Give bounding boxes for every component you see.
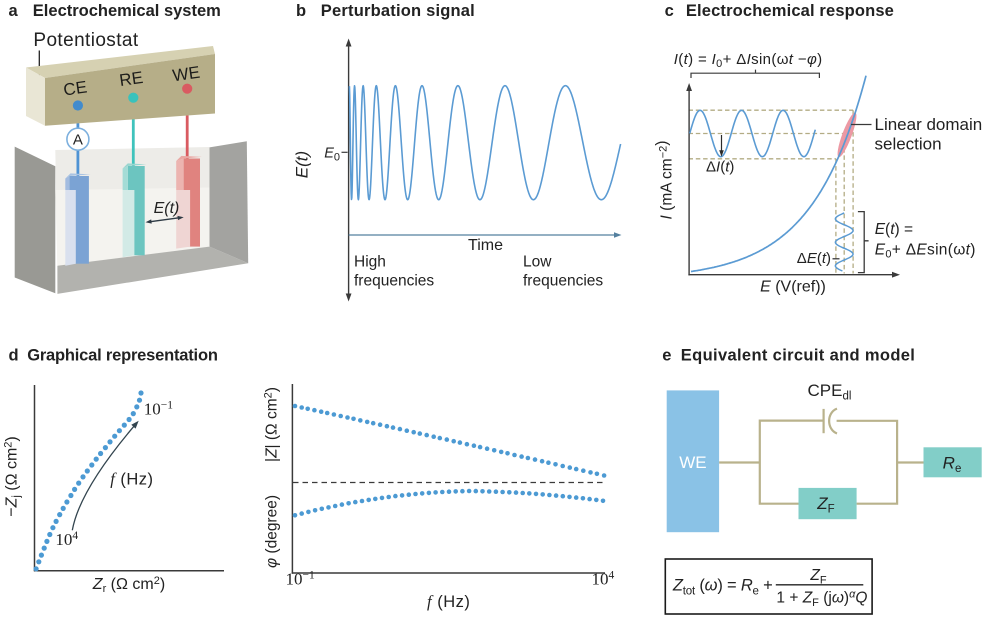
svg-text:f (Hz): f (Hz) bbox=[110, 469, 153, 488]
svg-text:ZF: ZF bbox=[809, 567, 826, 587]
svg-text:Re: Re bbox=[943, 454, 962, 476]
svg-text:ΔE(t): ΔE(t) bbox=[797, 250, 831, 267]
svg-text:frequencies: frequencies bbox=[523, 273, 603, 290]
svg-text:e: e bbox=[662, 346, 671, 364]
svg-text:Zr (Ω cm2): Zr (Ω cm2) bbox=[92, 575, 165, 595]
svg-text:Electrochemical system: Electrochemical system bbox=[33, 2, 221, 20]
svg-text:Time: Time bbox=[468, 237, 503, 254]
svg-text:selection: selection bbox=[875, 135, 942, 154]
svg-text:Low: Low bbox=[523, 254, 552, 271]
svg-text:1 + ZF (jω)αQ: 1 + ZF (jω)αQ bbox=[776, 589, 867, 610]
svg-text:CPEdl: CPEdl bbox=[808, 381, 852, 403]
svg-text:Electrochemical response: Electrochemical response bbox=[686, 2, 894, 20]
svg-text:Perturbation signal: Perturbation signal bbox=[321, 2, 475, 20]
svg-text:−Zj (Ω cm2): −Zj (Ω cm2) bbox=[3, 436, 23, 517]
svg-text:E(t) =: E(t) = bbox=[875, 221, 913, 238]
svg-text:ΔI(t): ΔI(t) bbox=[706, 159, 734, 176]
svg-text:a: a bbox=[9, 2, 19, 20]
svg-text:Graphical representation: Graphical representation bbox=[27, 346, 218, 364]
svg-text:E0+ ΔEsin(ωt): E0+ ΔEsin(ωt) bbox=[875, 242, 976, 261]
svg-text:Equivalent circuit and model: Equivalent circuit and model bbox=[681, 346, 915, 364]
svg-text:c: c bbox=[665, 2, 674, 20]
svg-text:frequencies: frequencies bbox=[354, 273, 434, 290]
svg-text:d: d bbox=[9, 346, 19, 364]
svg-text:f (Hz): f (Hz) bbox=[427, 592, 470, 611]
svg-text:ZF: ZF bbox=[816, 494, 834, 516]
svg-text:b: b bbox=[296, 2, 306, 20]
svg-text:E(t): E(t) bbox=[154, 200, 180, 217]
svg-text:A: A bbox=[73, 132, 83, 149]
svg-text:Linear domain: Linear domain bbox=[875, 115, 983, 134]
svg-text:I(t) = I0+ ΔIsin(ωt −φ): I(t) = I0+ ΔIsin(ωt −φ) bbox=[674, 51, 823, 70]
svg-text:I (mA cm−2): I (mA cm−2) bbox=[654, 141, 676, 220]
svg-text:E(t): E(t) bbox=[293, 151, 312, 178]
svg-text:WE: WE bbox=[679, 453, 706, 472]
svg-text:CE: CE bbox=[62, 78, 88, 100]
svg-text:E (V(ref)): E (V(ref)) bbox=[760, 279, 826, 296]
svg-text:|Z| (Ω cm2): |Z| (Ω cm2) bbox=[262, 387, 280, 462]
svg-text:High: High bbox=[354, 254, 386, 271]
svg-text:Ztot (ω) = Re +: Ztot (ω) = Re + bbox=[672, 577, 773, 598]
svg-text:Potentiostat: Potentiostat bbox=[33, 30, 138, 51]
svg-text:RE: RE bbox=[118, 68, 144, 90]
svg-text:φ (degree): φ (degree) bbox=[263, 495, 280, 568]
svg-text:WE: WE bbox=[171, 63, 201, 86]
svg-text:E0: E0 bbox=[324, 146, 340, 164]
